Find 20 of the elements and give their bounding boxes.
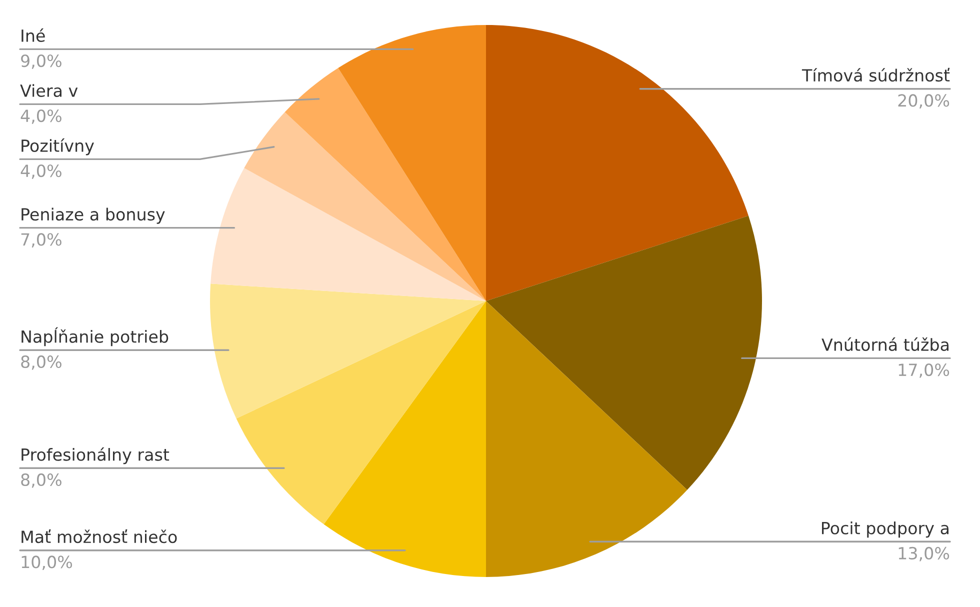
data-label: 8,0% (21, 355, 62, 370)
slice-label: Profesionálny rast (22, 447, 170, 464)
slice-label: Napĺňanie potrieb (22, 327, 168, 346)
slice-label: Peniaze a bonusy (22, 208, 165, 224)
slice-label: Vnútorná túžba (822, 337, 948, 351)
data-label: 7,0% (21, 233, 62, 248)
slice-label: Mať možnosť niečo (22, 529, 177, 544)
data-label: 9,0% (21, 54, 62, 69)
data-label: 4,0% (20, 164, 62, 179)
slice-label: Tímová súdržnosť (802, 68, 950, 82)
data-label: 10,0% (22, 556, 72, 570)
data-label: 4,0% (20, 110, 62, 124)
data-label: 8,0% (21, 473, 62, 488)
data-label: 13,0% (898, 546, 950, 562)
slice-label: Pocit podpory a (822, 522, 948, 538)
slice-label: Viera v (20, 84, 78, 97)
slice-label: Iné (22, 28, 45, 42)
slice-label: Pozitívny (22, 138, 94, 156)
data-label: 17,0% (898, 363, 950, 378)
data-label: 20,0% (898, 94, 950, 108)
